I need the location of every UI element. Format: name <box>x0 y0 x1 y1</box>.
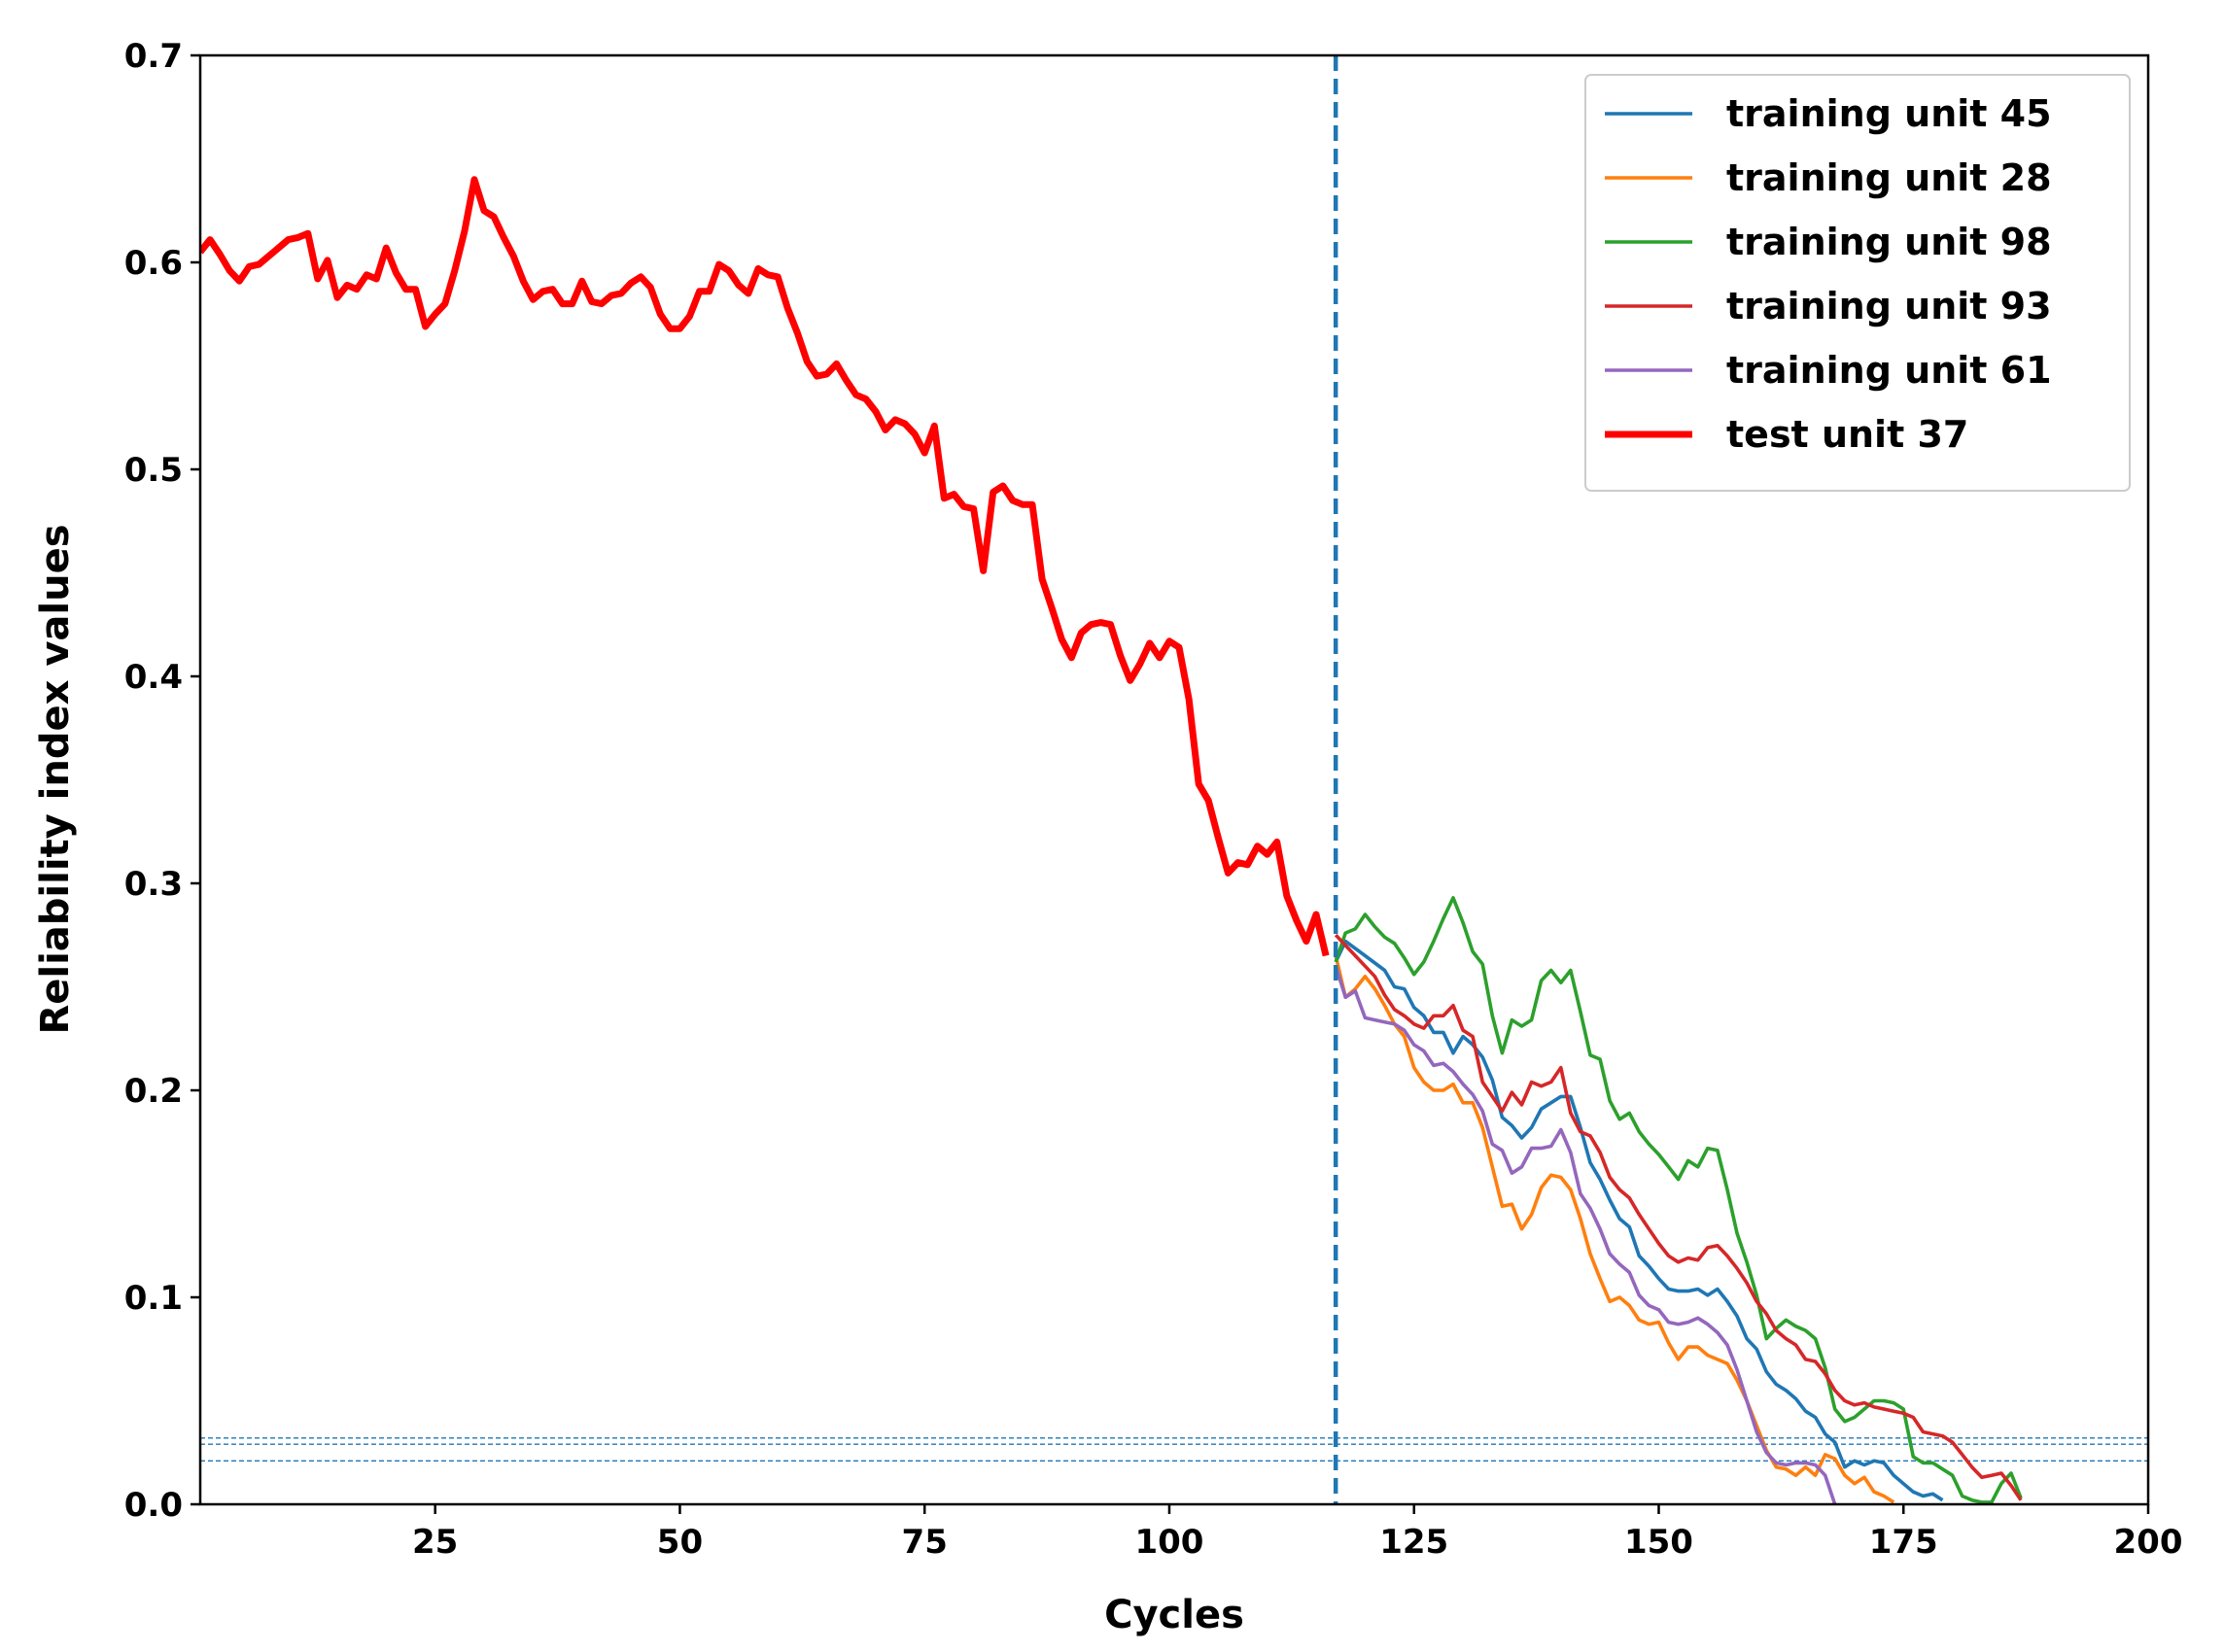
x-tick-label: 150 <box>1624 1523 1693 1562</box>
x-tick-label: 175 <box>1869 1523 1938 1562</box>
y-tick-label: 0.2 <box>124 1072 183 1111</box>
series-line-training-unit-45 <box>1334 939 1944 1502</box>
series-line-training-unit-61 <box>1334 965 1837 1504</box>
y-tick-label: 0.5 <box>124 451 183 490</box>
legend-box <box>1584 74 2131 492</box>
series-line-training-unit-93 <box>1334 933 2023 1501</box>
series-line-training-unit-98 <box>1334 896 2023 1504</box>
x-tick-label: 50 <box>657 1523 703 1562</box>
plot-clip-group <box>200 176 2148 1504</box>
y-axis-title: Reliability index values <box>33 524 78 1034</box>
legend-label: training unit 45 <box>1726 92 2052 135</box>
x-tick-label: 200 <box>2114 1523 2183 1562</box>
axes: 25 50 75 100 125 150 175 200 0.0 0.1 0.2 0.3 0.4 0.5 0… <box>124 37 2183 1562</box>
y-tick-label: 0.4 <box>124 658 183 697</box>
legend-label: training unit 98 <box>1726 221 2052 263</box>
plot-frame <box>198 53 2150 1506</box>
legend-label: training unit 61 <box>1726 349 2052 392</box>
x-tick-label: 75 <box>902 1523 948 1562</box>
y-tick-label: 0.7 <box>124 37 183 76</box>
series-line-training-unit-28 <box>1334 955 1895 1504</box>
y-tick-label: 0.0 <box>124 1486 183 1525</box>
y-tick-label: 0.1 <box>124 1279 183 1318</box>
plot-area <box>200 55 2148 1504</box>
y-tick-label: 0.6 <box>124 244 183 283</box>
legend-label: training unit 93 <box>1726 285 2052 327</box>
legend-label: test unit 37 <box>1726 413 1968 456</box>
x-tick-label: 25 <box>412 1523 458 1562</box>
legend-label: training unit 28 <box>1726 156 2052 199</box>
legend: training unit 45 training unit 28 training… <box>1584 74 2131 492</box>
x-tick-label: 100 <box>1134 1523 1203 1562</box>
y-tick-label: 0.3 <box>124 865 183 904</box>
x-tick-label: 125 <box>1379 1523 1448 1562</box>
x-axis-title: Cycles <box>1104 1593 1244 1637</box>
series-line-test-unit-37 <box>200 176 1330 957</box>
